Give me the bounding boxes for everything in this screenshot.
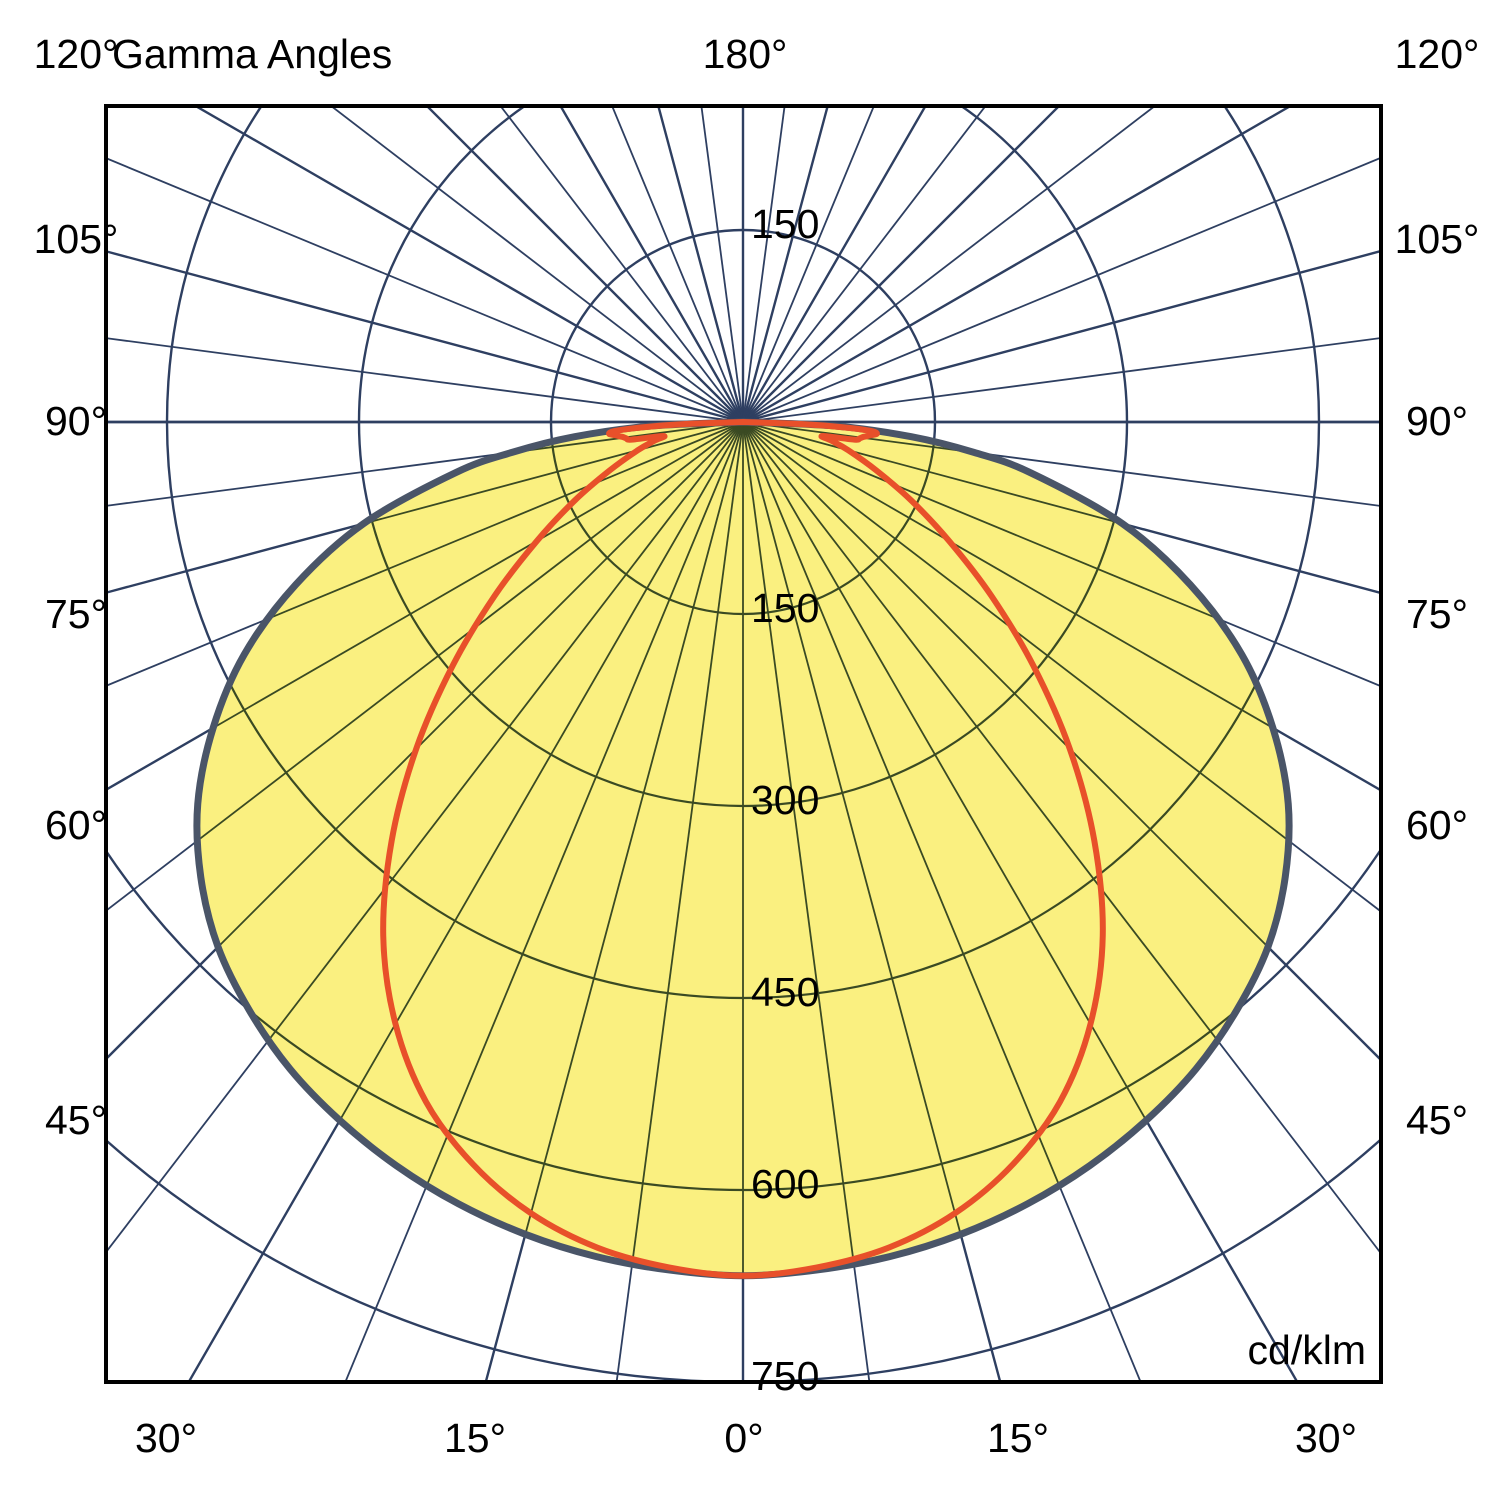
grid-spoke-overlay [196,422,744,1276]
gamma-label-bottom-30-right: 30° [1295,1415,1357,1461]
grid-spoke-overlay [250,422,744,1276]
grid-spoke [742,337,1381,423]
gamma-label-right-120: 120° [1395,31,1480,77]
grid-spoke-overlay [196,422,744,1276]
grid-spoke-overlay [742,422,1290,1276]
grid-spoke [741,106,927,423]
grid-spoke [611,106,744,423]
grid-spoke [742,106,875,423]
gamma-label-left-90: 90° [45,398,107,444]
grid-spoke-overlay [494,422,744,1276]
grid-spoke [559,106,745,423]
gamma-label-bottom-15-right: 15° [987,1415,1049,1461]
gamma-label-right-105: 105° [1395,216,1480,262]
grid-spoke [499,106,744,423]
gamma-label-right-45: 45° [1406,1097,1468,1143]
grid-spoke [425,106,744,423]
grid-ring-overlay [549,422,937,616]
grid-spoke [741,106,829,423]
chart-title: Gamma Angles [112,31,392,77]
grid-spoke-overlay [196,422,744,1276]
ring-value-label-750-down: 750 [751,1353,819,1399]
grid-spoke-overlay [742,422,1236,1276]
gamma-label-right-60: 60° [1406,802,1468,848]
gamma-label-left-75: 75° [45,591,107,637]
grid-ring-overlay [196,422,1290,1192]
grid-spoke [742,421,1381,507]
gamma-label-left-120: 120° [34,31,119,77]
grid-spoke [742,156,1381,423]
ring-value-label-150-up: 150 [751,201,819,247]
ring-labels: 150 150 300 450 600 750 [751,201,819,1399]
grid-spoke [742,249,1381,424]
grid-spoke-overlay [742,422,1290,915]
grid-spoke [106,421,744,507]
gamma-label-bottom-30-left: 30° [135,1415,197,1461]
grid-spoke-overlay [742,422,1290,1276]
grid-spoke-overlay [742,422,1290,1150]
grid-spoke [742,106,786,423]
grid-spoke [700,106,744,423]
grid-spoke-overlay [196,422,744,1276]
gamma-label-right-75: 75° [1406,591,1468,637]
grid-spoke [193,106,744,424]
grid-spoke-overlay [196,422,744,1276]
grid-spoke [106,157,744,423]
grid-spoke-overlay [196,422,744,1150]
ring-value-label-300-down: 300 [751,777,819,823]
grid-spoke [329,106,744,423]
grid-spoke-overlay [196,422,744,915]
grid-spoke [742,106,1157,423]
gamma-label-bottom-15-left: 15° [444,1415,506,1461]
ring-value-label-600-down: 600 [751,1161,819,1207]
grid-spoke-overlay [742,422,1290,1276]
grid-spoke [742,106,1061,423]
units-label: cd/klm [1248,1327,1366,1373]
grid-spoke [657,106,745,423]
grid-spoke-overlay [742,422,992,1276]
grid-ring-overlay [357,422,1129,808]
ring-value-label-150-down: 150 [751,585,819,631]
gamma-label-left-60: 60° [45,802,107,848]
ring-value-label-450-down: 450 [751,969,819,1015]
curve-c90-c270 [380,419,1106,1279]
grid-spoke [106,337,744,423]
grid-spoke-overlay [742,422,1290,1276]
grid-spoke [742,106,987,423]
gamma-label-top-180: 180° [703,31,788,77]
plot-frame [104,104,1383,1384]
gamma-label-left-105: 105° [34,216,119,262]
grid-spoke [106,250,744,424]
gamma-label-bottom-0: 0° [724,1415,763,1461]
grid-spoke-overlay [742,422,1290,1276]
grid-ring-overlay [196,422,1290,1000]
gamma-label-right-90: 90° [1406,398,1468,444]
gamma-label-left-45: 45° [45,1097,107,1143]
grid-spoke [742,106,1293,424]
